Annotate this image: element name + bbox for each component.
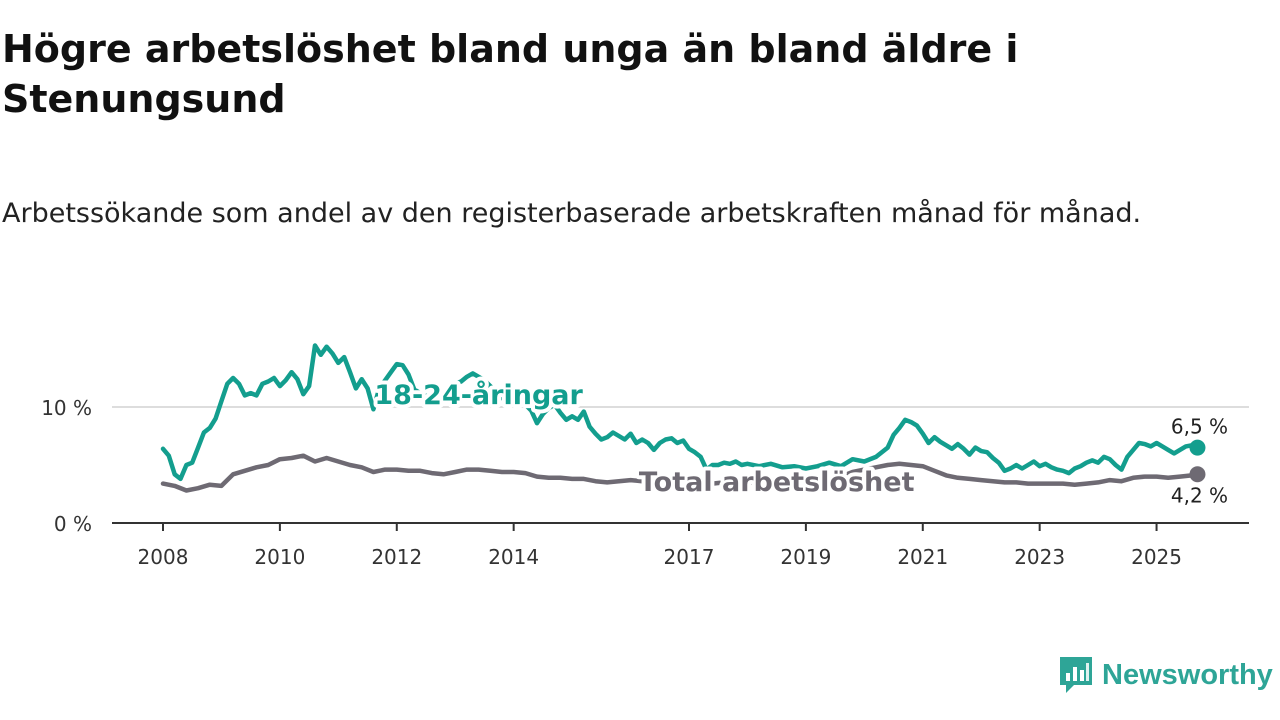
x-tick-label: 2014: [488, 545, 539, 569]
x-tick-label: 2023: [1014, 545, 1065, 569]
series-label-total: Total arbetslöshet: [639, 467, 915, 498]
x-tick-label: 2025: [1131, 545, 1182, 569]
x-tick-label: 2019: [780, 545, 831, 569]
chart-bubble-icon: [1060, 657, 1092, 693]
logo-text: Newsworthy: [1102, 658, 1273, 691]
series-label-halo: 18-24-åringar: [374, 379, 583, 411]
end-label-total: 4,2 %: [1171, 483, 1228, 507]
end-marker-youth: [1189, 439, 1206, 456]
y-tick-label: 10 %: [41, 396, 92, 420]
series-line-youth: [160, 343, 1200, 482]
x-tick-label: 2010: [254, 545, 305, 569]
x-tick-label: 2012: [371, 545, 422, 569]
x-tick-label: 2008: [138, 545, 189, 569]
series-label-youth: 18-24-åringar: [374, 379, 583, 411]
x-tick-label: 2021: [897, 545, 948, 569]
x-tick-label: 2017: [664, 545, 715, 569]
newsworthy-logo: Newsworthy: [1058, 654, 1273, 696]
chart-title: Högre arbetslöshet bland unga än bland ä…: [2, 27, 1019, 121]
end-marker-total: [1189, 466, 1206, 483]
series-line-total: [160, 453, 1200, 493]
chart-subtitle: Arbetssökande som andel av den registerb…: [2, 198, 1142, 229]
end-label-youth: 6,5 %: [1171, 415, 1228, 439]
line-chart: 0 % 10 % 2008 2010 2012 2014 2017 2019 2021 2023 2…: [41, 343, 1249, 569]
y-tick-label: 0 %: [54, 512, 92, 536]
series-label-halo: Total arbetslöshet: [639, 467, 915, 498]
